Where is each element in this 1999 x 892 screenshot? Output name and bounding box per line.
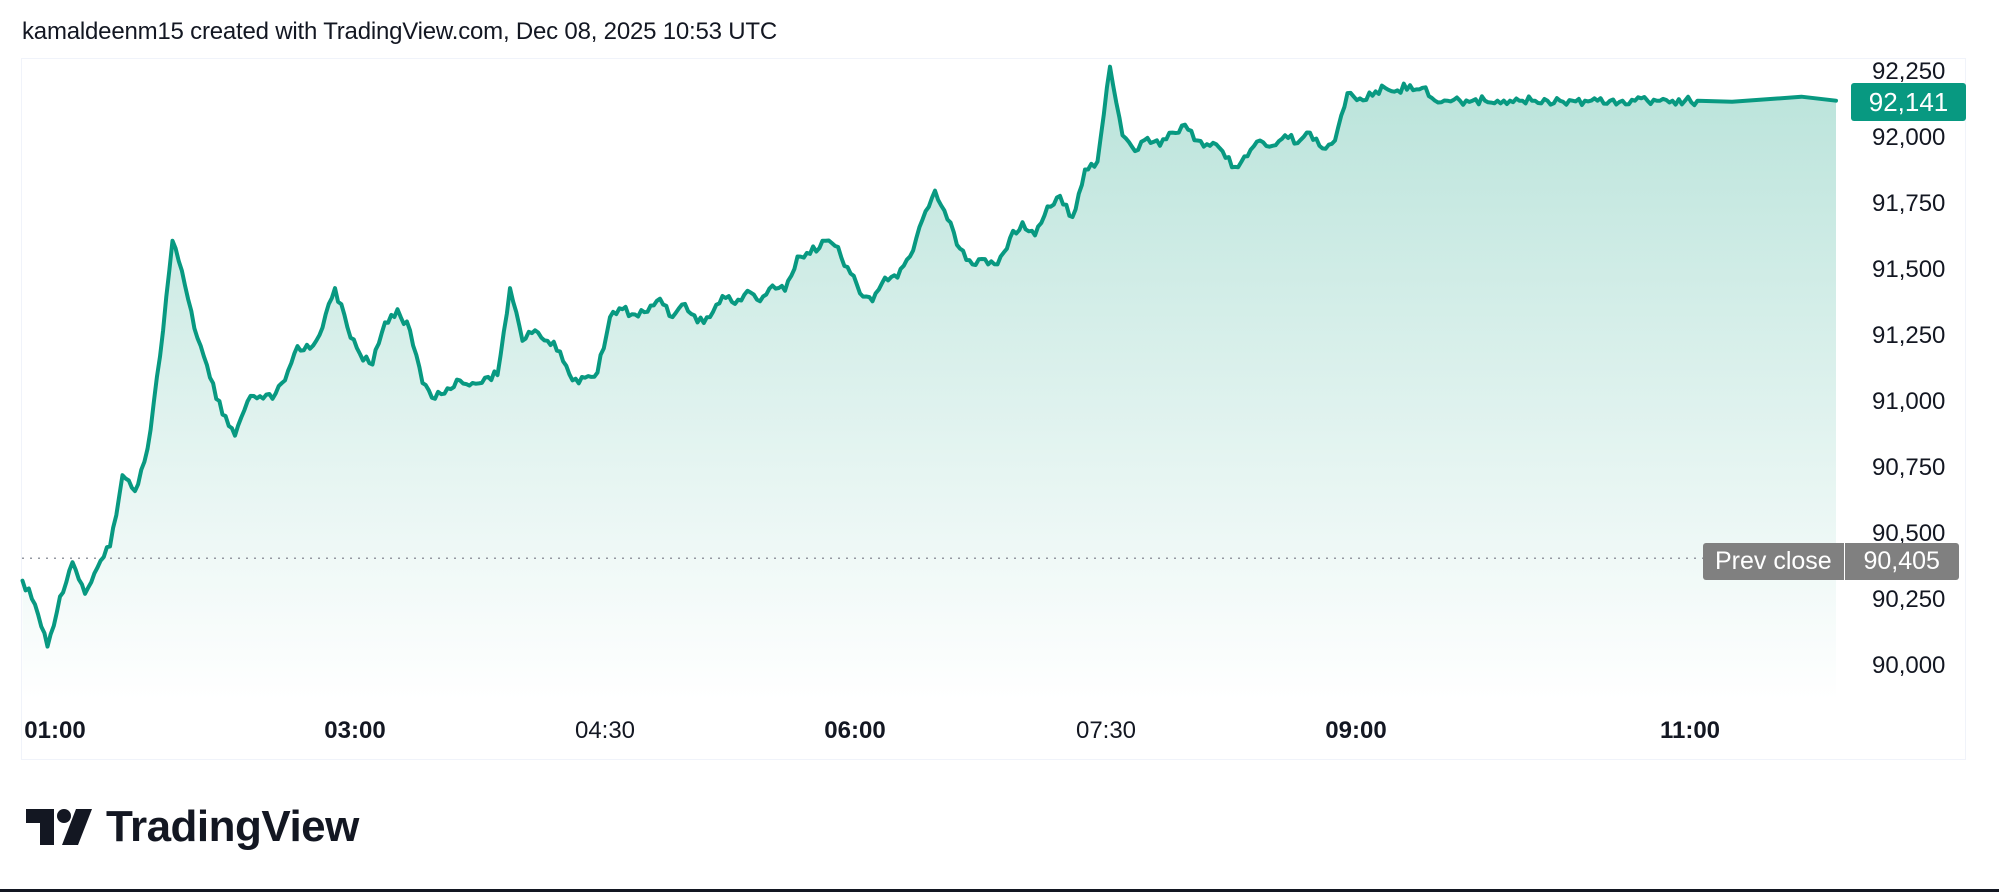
- prev-close-label: Prev close: [1703, 543, 1845, 580]
- y-axis-label: 91,000: [1872, 388, 1946, 415]
- y-axis-label: 91,250: [1872, 322, 1946, 349]
- x-axis-label: 09:00: [1325, 717, 1387, 744]
- y-axis-label: 90,500: [1872, 520, 1946, 547]
- tradingview-logo[interactable]: TradingView: [26, 802, 359, 852]
- chart-attribution: kamaldeenm15 created with TradingView.co…: [22, 18, 777, 45]
- y-axis-label: 91,500: [1872, 256, 1946, 283]
- x-axis-label: 01:00: [24, 717, 86, 744]
- prev-close-tag: Prev close 90,405: [1703, 543, 1959, 580]
- prev-close-value: 90,405: [1844, 543, 1959, 580]
- x-axis-label: 07:30: [1075, 717, 1137, 744]
- y-axis-label: 92,250: [1872, 58, 1946, 85]
- x-axis-label: 03:00: [324, 717, 386, 744]
- y-axis-label: 90,000: [1872, 652, 1946, 679]
- y-axis-label: 92,000: [1872, 124, 1946, 151]
- bottom-rule: [0, 889, 1999, 892]
- tradingview-logo-icon: [26, 809, 92, 845]
- last-price-tag: 92,141: [1851, 83, 1966, 121]
- price-area-fill: [22, 66, 1836, 700]
- price-line: [20, 64, 1838, 649]
- y-axis-label: 90,250: [1872, 586, 1946, 613]
- y-axis-label: 90,750: [1872, 454, 1946, 481]
- x-axis-label: 11:00: [1659, 717, 1721, 744]
- x-axis-label: 04:30: [574, 717, 636, 744]
- x-axis-label: 06:00: [824, 717, 886, 744]
- tradingview-wordmark: TradingView: [106, 802, 359, 851]
- y-axis-label: 91,750: [1872, 190, 1946, 217]
